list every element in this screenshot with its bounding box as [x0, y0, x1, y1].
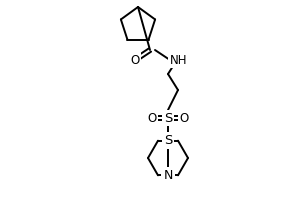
Text: N: N	[163, 169, 173, 182]
Text: NH: NH	[170, 53, 188, 66]
Text: S: S	[164, 134, 172, 147]
Text: S: S	[164, 112, 172, 124]
Text: O: O	[179, 112, 189, 124]
Text: O: O	[130, 53, 140, 66]
Text: O: O	[147, 112, 157, 124]
